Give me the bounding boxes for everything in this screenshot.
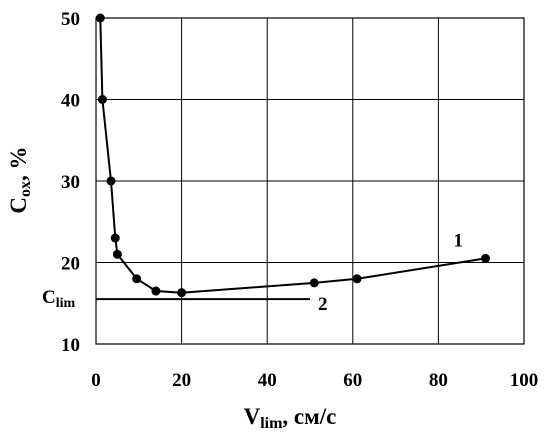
series-line-1: [99, 17, 486, 294]
x-tick-label-20: 20: [172, 370, 191, 391]
x-tick-label-80: 80: [429, 370, 448, 391]
y-tick-label-50: 50: [61, 9, 80, 30]
y-tick-label-20: 20: [61, 254, 80, 275]
grid: [95, 17, 525, 345]
clim-annotation: Clim: [42, 287, 76, 311]
series-group: [95, 13, 490, 298]
data-point-1-8: [309, 278, 319, 288]
y-axis-title-main: C: [6, 197, 31, 214]
y-axis-title-rest: , %: [6, 146, 31, 181]
x-tick-label-60: 60: [343, 370, 362, 391]
x-axis-title-main: V: [244, 404, 261, 429]
y-tick-label-10: 10: [61, 335, 80, 356]
y-tick-label-40: 40: [61, 91, 80, 112]
x-axis-title-sub: lim: [260, 415, 283, 432]
data-point-1-6: [151, 286, 161, 296]
y-axis-title-sub: ox: [17, 181, 34, 197]
x-tick-label-0: 0: [91, 370, 101, 391]
clim-sub: lim: [56, 296, 76, 311]
reference-line-label-2: 2: [318, 294, 328, 315]
x-tick-label-40: 40: [258, 370, 277, 391]
x-axis-title: Vlim, см/с: [244, 404, 337, 432]
data-point-1-2: [106, 176, 116, 186]
plot-frame: [95, 17, 525, 345]
data-point-1-10: [480, 253, 490, 263]
data-point-1-7: [177, 288, 187, 298]
x-axis-title-rest: , см/с: [282, 404, 336, 429]
tick-labels: 0 20 40 60 80 100 10 20 30 40 50: [61, 9, 538, 391]
clim-main: C: [42, 287, 56, 308]
data-point-1-9: [352, 274, 362, 284]
data-point-1-4: [112, 249, 122, 259]
y-axis-title: Cox, %: [6, 146, 34, 213]
y-tick-label-30: 30: [61, 172, 80, 193]
data-point-1-1: [97, 95, 107, 104]
data-point-1-0: [95, 13, 105, 23]
x-tick-label-100: 100: [510, 370, 539, 391]
data-point-1-3: [110, 233, 120, 243]
data-point-1-5: [132, 274, 142, 284]
series-label-1: 1: [453, 230, 463, 251]
